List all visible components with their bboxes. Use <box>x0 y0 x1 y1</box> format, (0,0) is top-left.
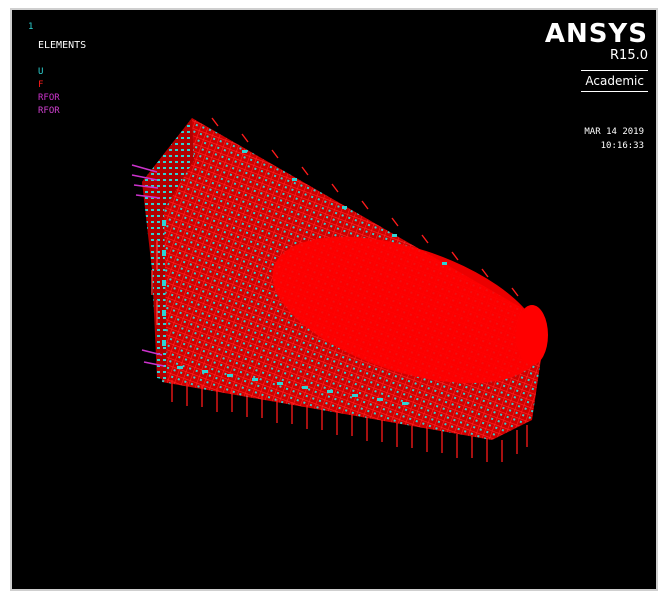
ansys-logo: ANSYS R15.0 Academic <box>545 20 648 92</box>
beam-end-cap <box>516 305 548 365</box>
logo-release: R15.0 <box>610 48 648 63</box>
timestamp-date: MAR 14 2019 <box>584 127 644 137</box>
constraint-symbols <box>162 150 447 405</box>
window-number: 1 <box>28 22 34 32</box>
timestamp-time: 10:16:33 <box>600 141 644 151</box>
reaction-markers <box>131 164 165 367</box>
beam-left-face <box>142 118 194 380</box>
logo-name: ANSYS <box>544 19 648 49</box>
logo-edition: Academic <box>581 70 648 92</box>
bottom-load-arrows <box>151 240 528 462</box>
fe-model-viewport[interactable] <box>12 10 656 589</box>
legend-item-f: F <box>38 80 44 90</box>
plot-title: ELEMENTS <box>38 40 87 51</box>
graphics-window[interactable]: 1 ELEMENTS U F RFOR RFOR ANSYS R15.0 Aca… <box>10 8 658 591</box>
legend-item-rfor-2: RFOR <box>38 106 60 116</box>
timestamp: MAR 14 2019 10:16:33 <box>584 125 644 153</box>
legend-item-u: U <box>38 67 44 77</box>
load-concentration <box>272 236 542 384</box>
top-load-arrows <box>211 117 519 297</box>
legend-item-rfor: RFOR <box>38 93 60 103</box>
